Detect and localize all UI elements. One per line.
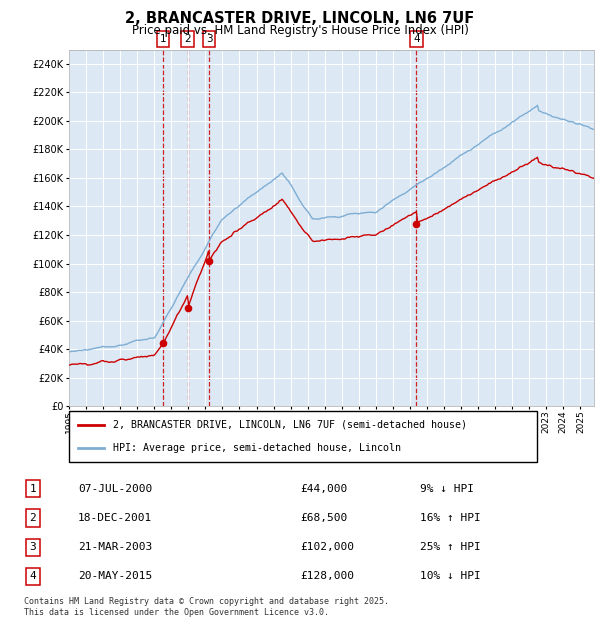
Text: 18-DEC-2001: 18-DEC-2001 [78, 513, 152, 523]
Text: HPI: Average price, semi-detached house, Lincoln: HPI: Average price, semi-detached house,… [113, 443, 401, 453]
Text: 3: 3 [29, 542, 37, 552]
Text: 2, BRANCASTER DRIVE, LINCOLN, LN6 7UF: 2, BRANCASTER DRIVE, LINCOLN, LN6 7UF [125, 11, 475, 26]
FancyBboxPatch shape [69, 411, 537, 462]
Text: £44,000: £44,000 [300, 484, 347, 494]
Text: 2: 2 [29, 513, 37, 523]
Text: 3: 3 [206, 34, 212, 44]
Text: 4: 4 [413, 34, 419, 44]
Text: 16% ↑ HPI: 16% ↑ HPI [420, 513, 481, 523]
Text: £68,500: £68,500 [300, 513, 347, 523]
Text: 9% ↓ HPI: 9% ↓ HPI [420, 484, 474, 494]
Text: 21-MAR-2003: 21-MAR-2003 [78, 542, 152, 552]
Text: £128,000: £128,000 [300, 571, 354, 582]
Text: 20-MAY-2015: 20-MAY-2015 [78, 571, 152, 582]
Text: 10% ↓ HPI: 10% ↓ HPI [420, 571, 481, 582]
Text: Contains HM Land Registry data © Crown copyright and database right 2025.
This d: Contains HM Land Registry data © Crown c… [24, 598, 389, 617]
Text: 1: 1 [160, 34, 166, 44]
Text: £102,000: £102,000 [300, 542, 354, 552]
Text: 4: 4 [29, 571, 37, 582]
Text: 25% ↑ HPI: 25% ↑ HPI [420, 542, 481, 552]
Text: 2, BRANCASTER DRIVE, LINCOLN, LN6 7UF (semi-detached house): 2, BRANCASTER DRIVE, LINCOLN, LN6 7UF (s… [113, 420, 467, 430]
Text: 2: 2 [184, 34, 191, 44]
Text: 07-JUL-2000: 07-JUL-2000 [78, 484, 152, 494]
Text: 1: 1 [29, 484, 37, 494]
Text: Price paid vs. HM Land Registry's House Price Index (HPI): Price paid vs. HM Land Registry's House … [131, 24, 469, 37]
